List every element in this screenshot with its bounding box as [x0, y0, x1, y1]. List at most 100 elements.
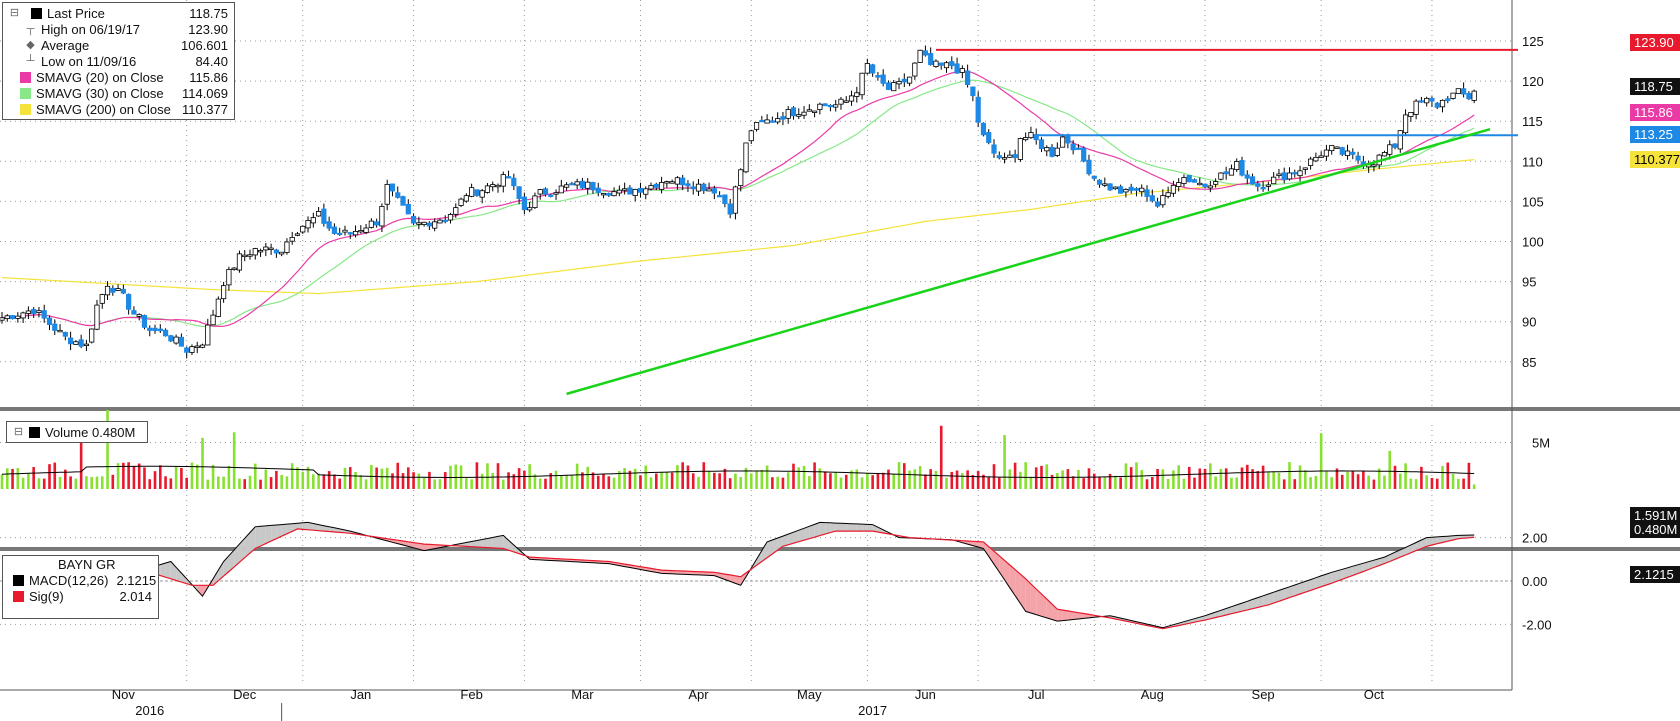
- candle-body: [811, 110, 818, 113]
- candle-body: [1249, 176, 1256, 185]
- macd-diff-fill: [798, 528, 805, 542]
- volume-bar: [465, 478, 468, 489]
- candle-body: [4, 315, 10, 319]
- macd-diff-fill: [1336, 569, 1343, 582]
- average-marker-icon: ◆: [26, 38, 35, 51]
- sma30-swatch: [20, 87, 31, 99]
- candle-body: [764, 119, 770, 124]
- candle-body: [347, 232, 353, 235]
- candle-body: [1244, 174, 1250, 179]
- candle-body: [231, 267, 237, 270]
- volume-bar: [1267, 472, 1270, 489]
- candle-body: [980, 122, 987, 136]
- volume-bar: [5, 468, 9, 489]
- legend-sma30[interactable]: SMAVG (30) on Close 114.069: [3, 85, 234, 101]
- macd-diff-fill: [1273, 590, 1279, 604]
- volume-bar: [412, 472, 415, 489]
- legend-last-price[interactable]: ⊟ Last Price 118.75: [3, 5, 234, 21]
- macd-diff-fill: [1373, 558, 1380, 568]
- candle-body: [748, 130, 754, 142]
- candle-body: [463, 195, 469, 202]
- candle-body: [389, 183, 396, 192]
- candle-body: [965, 70, 971, 85]
- legend-signal[interactable]: Sig(9) 2.014: [3, 588, 158, 604]
- candle-body: [870, 64, 876, 74]
- candle-body: [379, 206, 385, 227]
- volume-bar: [417, 473, 421, 489]
- candle-body: [1176, 182, 1182, 187]
- macd-diff-fill: [687, 571, 694, 575]
- collapse-icon[interactable]: ⊟: [13, 425, 24, 438]
- volume-bar: [1467, 462, 1471, 489]
- price-tick-label: 105: [1522, 194, 1544, 209]
- volume-tick-label: 5M: [1532, 436, 1550, 451]
- macd-diff-fill: [978, 541, 984, 549]
- volume-bar: [1029, 476, 1033, 489]
- macd-diff-fill: [1416, 540, 1422, 551]
- volume-bar: [1330, 477, 1334, 489]
- sma20-label: SMAVG (20) on Close: [36, 69, 164, 85]
- volume-bar: [290, 463, 294, 489]
- volume-bar: [955, 470, 959, 489]
- candle-body: [284, 241, 290, 253]
- candle-body: [996, 155, 1002, 159]
- candle-body: [1007, 154, 1013, 158]
- volume-legend[interactable]: ⊟ Volume 0.480M: [6, 421, 148, 443]
- candle-body: [801, 111, 807, 116]
- candle-body: [722, 194, 728, 204]
- volume-bar: [1003, 435, 1006, 489]
- macd-diff-fill: [877, 527, 884, 533]
- sma30-line: [1, 79, 1475, 328]
- volume-bar: [264, 469, 268, 489]
- candle-body: [769, 120, 775, 123]
- price-tick-label: 110: [1522, 154, 1543, 169]
- macd-diff-fill: [1220, 608, 1227, 617]
- collapse-icon[interactable]: ⊟: [9, 6, 20, 19]
- candle-body: [110, 287, 116, 293]
- macd-tick-label: -2.00: [1522, 617, 1552, 632]
- volume-bar: [158, 465, 162, 489]
- volume-bar: [348, 467, 352, 489]
- macd-diff-fill: [165, 561, 171, 579]
- volume-bar: [269, 477, 273, 489]
- macd-diff-fill: [318, 524, 324, 532]
- volume-bar: [813, 462, 816, 489]
- candle-body: [1118, 186, 1124, 194]
- volume-bar: [1435, 478, 1439, 489]
- macd-diff-fill: [1410, 542, 1417, 553]
- volume-bar: [1193, 477, 1196, 489]
- volume-average-line: [1, 465, 1475, 478]
- macd-value-tag: 2.1215: [1630, 566, 1680, 583]
- volume-bar: [143, 467, 146, 489]
- volume-bar: [1008, 469, 1012, 489]
- macd-diff-fill: [682, 571, 688, 575]
- volume-bar: [971, 474, 975, 489]
- volume-bar: [834, 472, 838, 489]
- candle-body: [173, 336, 179, 344]
- macd-diff-fill: [1242, 601, 1248, 612]
- volume-bar: [58, 476, 62, 489]
- macd-diff-fill: [819, 522, 826, 536]
- candle-body: [1413, 100, 1419, 115]
- volume-bar: [1019, 471, 1022, 489]
- legend-sma20[interactable]: SMAVG (20) on Close 115.86: [3, 69, 234, 85]
- candle-body: [1123, 189, 1129, 193]
- low-marker-icon: ┴: [26, 54, 35, 67]
- candle-body: [126, 293, 132, 310]
- legend-macd[interactable]: MACD(12,26) 2.1215: [3, 572, 158, 588]
- legend-sma200[interactable]: SMAVG (200) on Close 110.377: [3, 101, 234, 117]
- volume-bar: [718, 473, 721, 489]
- month-label: Mar: [571, 687, 594, 702]
- volume-bar: [1077, 470, 1080, 489]
- candle-body: [516, 186, 522, 199]
- volume-bar: [1319, 433, 1323, 489]
- candle-body: [15, 315, 21, 319]
- macd-diff-fill: [1036, 588, 1042, 617]
- candle-body: [991, 144, 997, 154]
- candle-body: [226, 269, 232, 286]
- candle-body: [701, 183, 707, 192]
- volume-bar: [90, 477, 94, 489]
- candle-body: [1023, 137, 1029, 141]
- volume-bar: [1177, 465, 1180, 489]
- macd-diff-fill: [872, 524, 878, 533]
